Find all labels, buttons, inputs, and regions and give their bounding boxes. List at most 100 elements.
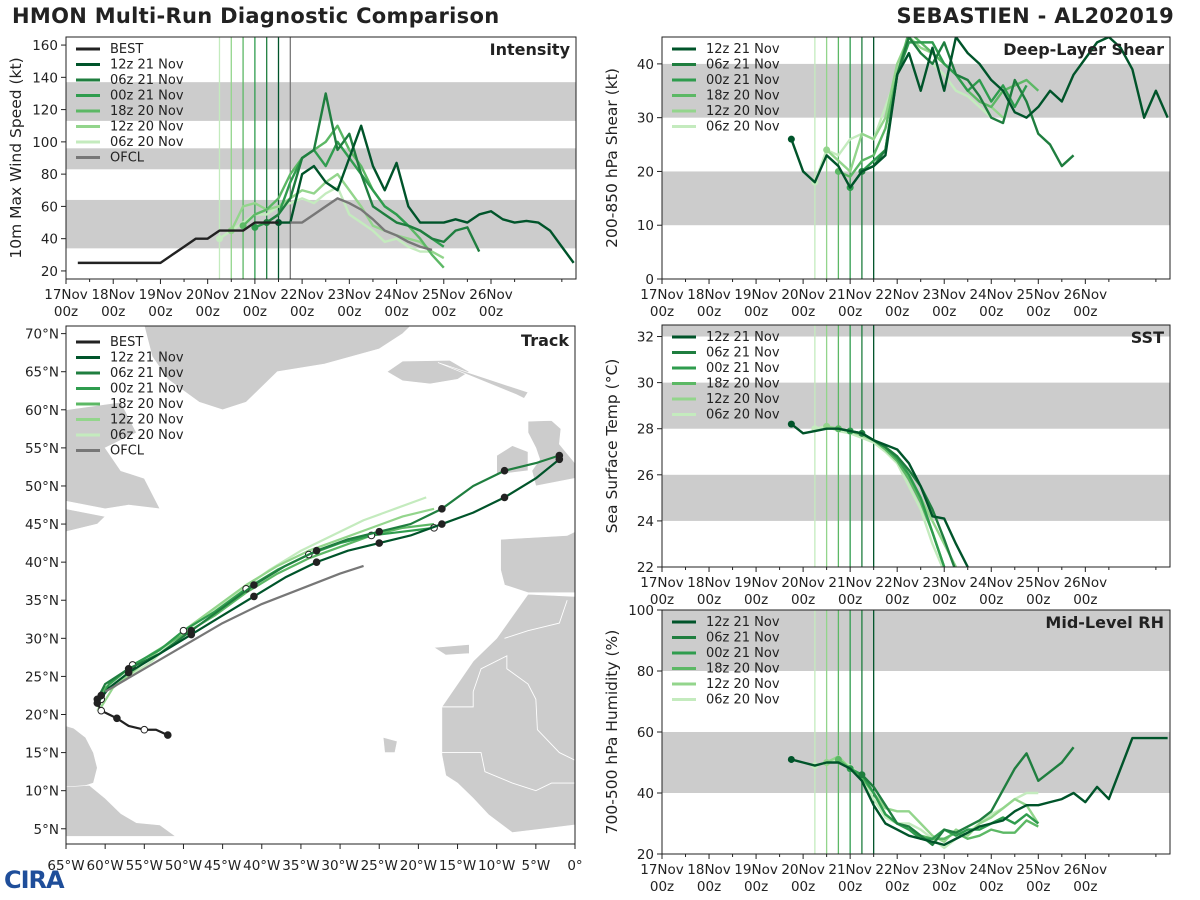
y-tick-label: 160	[32, 38, 58, 54]
x-tick-label: 00z	[979, 304, 1003, 320]
x-tick-label: 25Nov	[1017, 575, 1061, 591]
x-tick-label: 20°W	[400, 858, 437, 874]
y-tick-label: 60	[637, 725, 654, 741]
x-tick-label: 00z	[932, 592, 956, 608]
y-axis-label: Sea Surface Temp (°C)	[603, 359, 621, 534]
x-tick-label: 17Nov	[640, 862, 684, 878]
cira-logo: CIRA	[4, 866, 65, 894]
legend-label: 06z 20 Nov	[706, 693, 780, 708]
x-tick-label: 18Nov	[687, 862, 731, 878]
series-line-ofcl	[290, 197, 433, 252]
x-tick-label: 20Nov	[781, 862, 825, 878]
series-line-12z-21-nov	[790, 423, 970, 567]
legend-label: 12z 21 Nov	[110, 351, 184, 366]
x-tick-label: 00z	[791, 592, 815, 608]
legend-label: BEST	[110, 42, 143, 57]
panel-title: Intensity	[490, 40, 571, 59]
x-tick-label: 10°W	[478, 858, 515, 874]
x-tick-label: 00z	[337, 304, 361, 320]
greenland-land	[66, 326, 419, 411]
great-britain-land	[527, 420, 575, 487]
x-tick-label: 21Nov	[828, 575, 872, 591]
legend-label: 18z 20 Nov	[706, 662, 780, 677]
track-map: 65°W 60°W 55°W 50°W 45°W 40°W 35°W 30°W 25°W 20°W…	[25, 325, 583, 874]
y-tick-label: 80	[41, 167, 58, 183]
x-tick-label: 25Nov	[1017, 287, 1061, 303]
shear-chart: 01020304017Nov00z18Nov00z19Nov00z20Nov00…	[603, 36, 1171, 320]
panel-title: Mid-Level RH	[1045, 613, 1164, 632]
track-marker	[438, 520, 446, 528]
x-tick-label: 00z	[650, 879, 674, 895]
y-tick-label: 100	[628, 603, 654, 619]
x-tick-label: 17Nov	[640, 575, 684, 591]
series-start-marker	[239, 222, 247, 230]
x-tick-label: 00z	[791, 304, 815, 320]
x-tick-label: 26Nov	[1064, 575, 1108, 591]
shaded-band	[66, 199, 576, 249]
track-marker	[97, 706, 106, 715]
y-tick-label: 28	[637, 422, 654, 438]
map-area	[66, 326, 575, 844]
y-tick-label: 70°N	[25, 327, 59, 343]
y-tick-label: 140	[32, 70, 58, 86]
y-tick-label: 0	[645, 272, 654, 288]
shaded-band	[662, 325, 1170, 337]
y-tick-label: 26	[637, 468, 654, 484]
legend-label: 12z 21 Nov	[110, 58, 184, 73]
y-tick-label: 60°N	[25, 403, 59, 419]
track-marker	[438, 505, 446, 513]
series-line-06z-21-nov	[861, 746, 1075, 847]
x-tick-label: 00z	[932, 304, 956, 320]
y-tick-label: 10	[637, 218, 654, 234]
plot-area	[662, 37, 1170, 279]
x-tick-label: 24Nov	[969, 862, 1013, 878]
legend-label: 00z 21 Nov	[706, 361, 780, 376]
series-start-marker	[251, 223, 259, 231]
legend-label: 06z 21 Nov	[110, 73, 184, 88]
plot-area	[662, 325, 1170, 567]
plot-area	[662, 610, 1170, 854]
x-tick-label: 5°W	[522, 858, 551, 874]
legend-label: 06z 21 Nov	[706, 346, 780, 361]
x-tick-label: 00z	[885, 879, 909, 895]
x-tick-label: 18Nov	[687, 287, 731, 303]
legend-label: BEST	[110, 335, 143, 350]
x-tick-label: 55°W	[126, 858, 163, 874]
legend-label: 12z 20 Nov	[706, 677, 780, 692]
series-start-marker	[215, 235, 223, 243]
legend-label: 06z 21 Nov	[110, 366, 184, 381]
x-tick-label: 20Nov	[781, 575, 825, 591]
africa-land	[441, 593, 575, 833]
x-tick-label: 23Nov	[922, 862, 966, 878]
x-tick-label: 23Nov	[328, 287, 372, 303]
track-marker	[312, 558, 321, 566]
africa-border	[441, 655, 575, 761]
y-tick-label: 32	[637, 330, 654, 346]
x-tick-label: 18Nov	[687, 575, 731, 591]
y-tick-label: 40	[41, 232, 58, 248]
x-tick-label: 00z	[838, 879, 862, 895]
x-tick-label: 21Nov	[828, 287, 872, 303]
track-marker	[555, 455, 564, 464]
storm-title: SEBASTIEN - AL202019	[896, 4, 1174, 28]
legend-label: 06z 20 Nov	[706, 120, 780, 135]
x-tick-label: 25Nov	[422, 287, 466, 303]
y-tick-label: 40	[637, 786, 654, 802]
nova-scotia-land	[66, 508, 106, 532]
x-tick-label: 26Nov	[1064, 862, 1108, 878]
y-tick-label: 10°N	[25, 784, 59, 800]
legend-label: 18z 20 Nov	[110, 104, 184, 119]
intensity-chart: 2040608010012014016017Nov00z18Nov00z19No…	[7, 36, 577, 320]
track-marker	[375, 527, 384, 536]
legend-label: 00z 21 Nov	[706, 646, 780, 661]
legend-label: 18z 20 Nov	[706, 377, 780, 392]
africa-border	[441, 752, 575, 792]
legend-label: 12z 20 Nov	[110, 413, 184, 428]
x-tick-label: 60°W	[87, 858, 124, 874]
x-tick-label: 24Nov	[375, 287, 419, 303]
africa-border	[504, 600, 568, 639]
x-tick-label: 00z	[1026, 592, 1050, 608]
series-line-best	[77, 221, 279, 265]
track-marker	[187, 630, 196, 639]
track-marker	[500, 466, 509, 475]
